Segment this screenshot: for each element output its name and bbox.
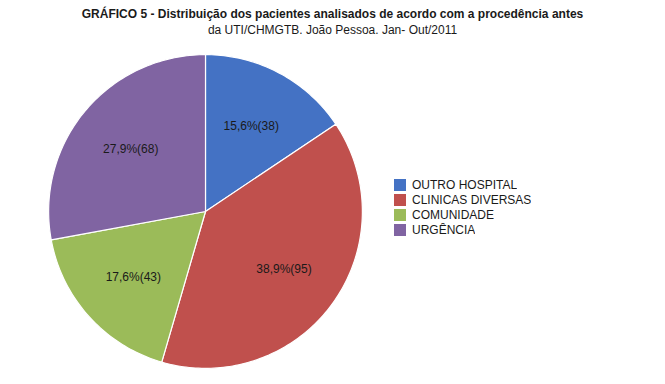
- html-text:CLINICAS DIVERSAS: CLINICAS DIVERSAS: [412, 193, 532, 207]
- html-text:da UTI/CHMGTB. João Pessoa. Ja: da UTI/CHMGTB. João Pessoa. Jan- Out/201…: [207, 23, 458, 37]
- svg-text:15,6%(38): 15,6%(38): [224, 119, 279, 133]
- html-text:GRÁFICO 5 - Distribuição dos p: GRÁFICO 5 - Distribuição dos pacientes a…: [81, 7, 584, 21]
- html-text:COMUNIDADE: COMUNIDADE: [412, 208, 494, 222]
- svg-text:38,9%(95): 38,9%(95): [256, 262, 311, 276]
- html-text:OUTRO HOSPITAL: OUTRO HOSPITAL: [412, 178, 518, 192]
- html-text:URGÊNCIA: URGÊNCIA: [412, 223, 476, 237]
- svg-text:27,9%(68): 27,9%(68): [103, 142, 158, 156]
- svg-text:17,6%(43): 17,6%(43): [106, 270, 161, 284]
